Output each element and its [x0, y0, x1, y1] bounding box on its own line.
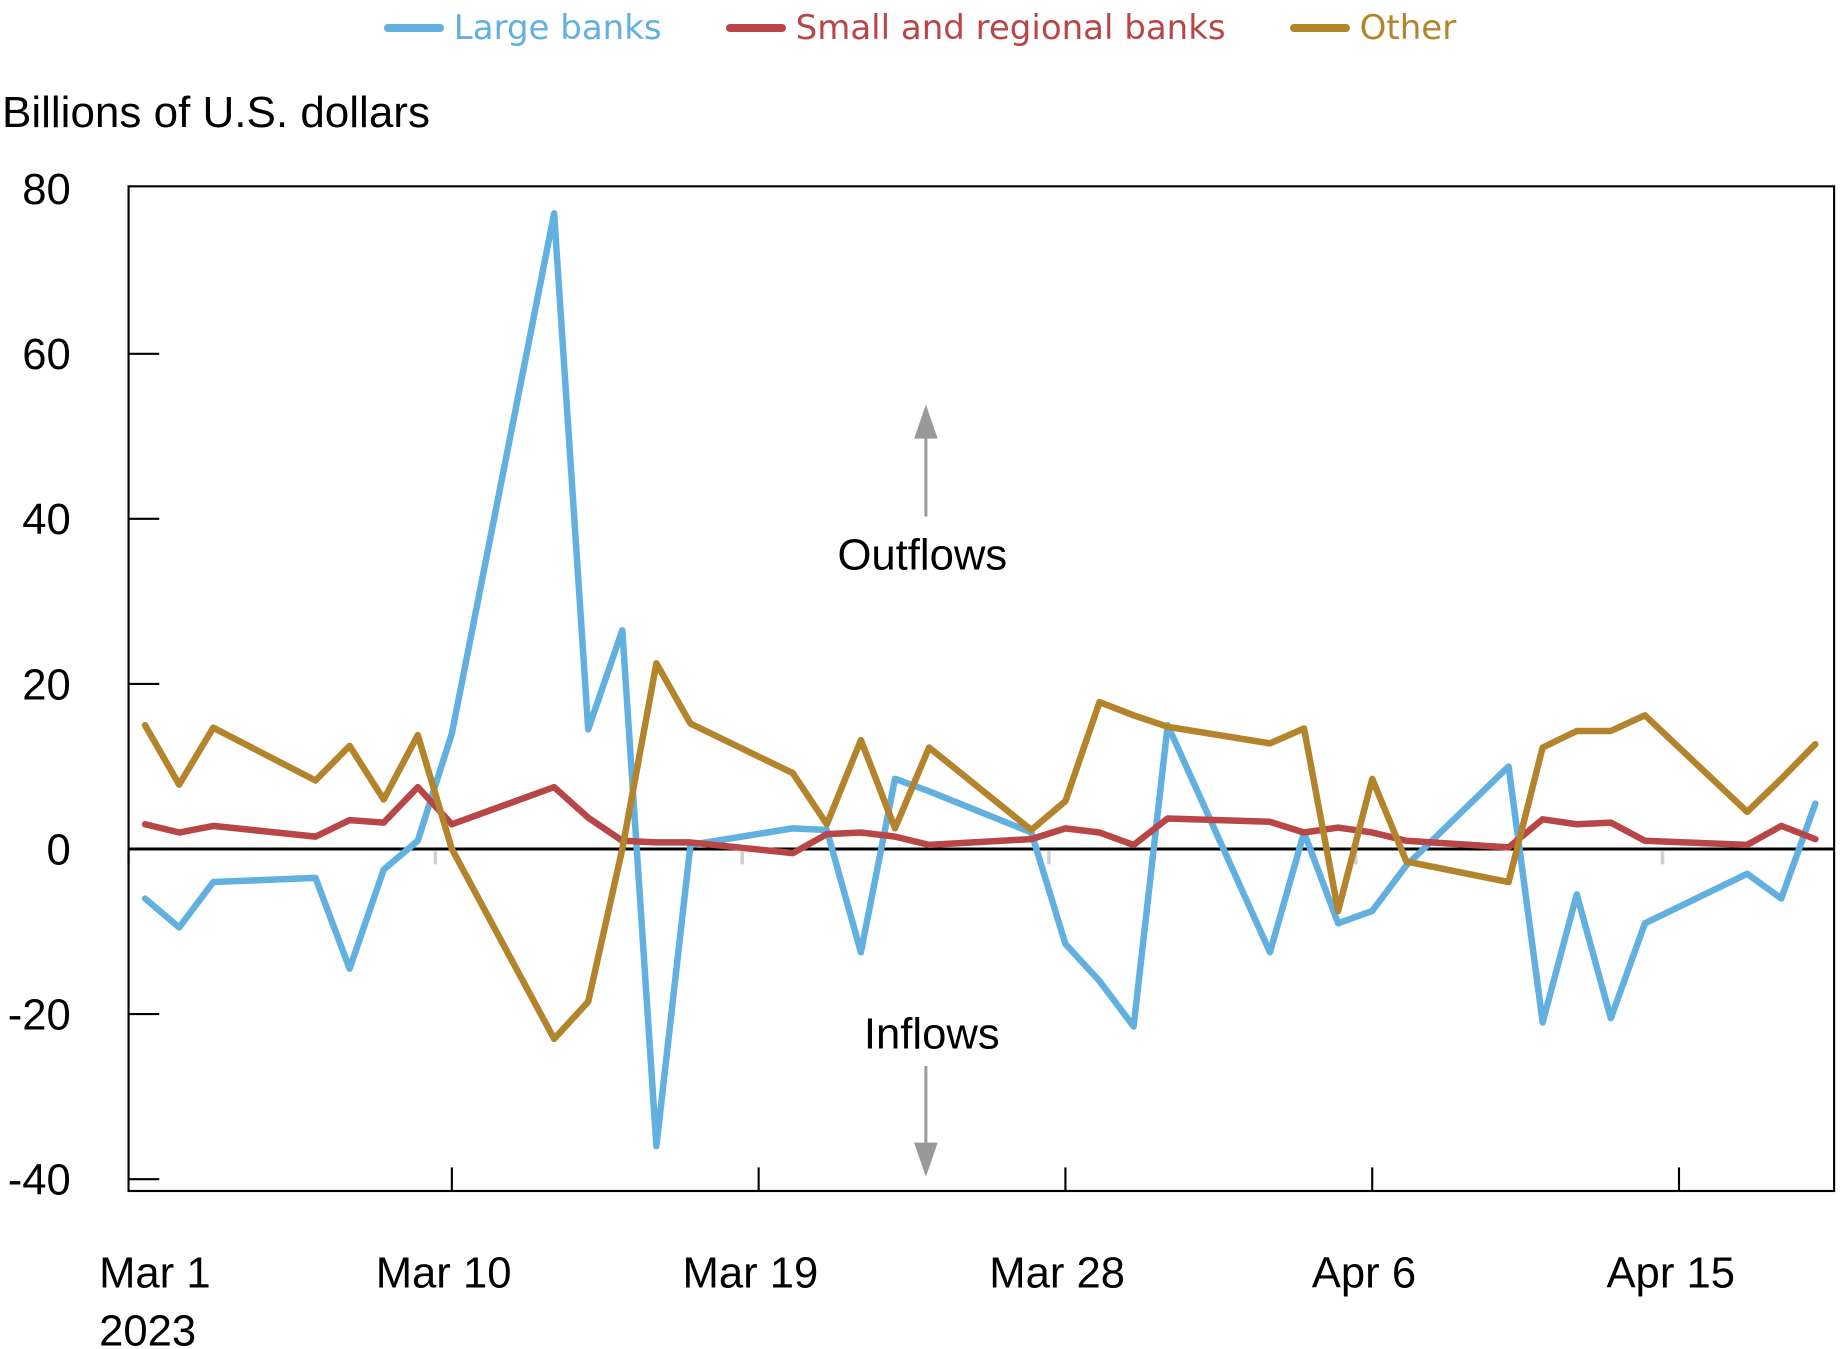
x-tick-label: Mar 10	[376, 1250, 512, 1298]
legend-label-small-regional-banks: Small and regional banks	[795, 8, 1226, 48]
inflows-annotation: Inflows	[864, 1010, 1000, 1177]
outflows-annotation: Outflows	[837, 404, 1007, 580]
legend-swatch-other	[1289, 24, 1350, 32]
legend-label-large-banks: Large banks	[453, 8, 662, 48]
x-tick-labels: Mar 1 2023 Mar 10 Mar 19 Mar 28 Apr 6 Apr 15	[99, 1250, 1735, 1349]
series-line-other	[141, 660, 1819, 1043]
y-tick-labels: -40 -20 0 20 40 60 80	[8, 166, 71, 1205]
y-tick-label: -20	[8, 991, 71, 1039]
y-tick-label: -40	[8, 1157, 71, 1205]
x-tick-label: Mar 28	[989, 1250, 1125, 1298]
series-line-small-and-regional-banks	[141, 783, 1819, 857]
legend-item-other: Other	[1289, 8, 1457, 48]
x-tick-label: Apr 15	[1606, 1250, 1735, 1298]
x-tick-sublabel: 2023	[99, 1307, 196, 1349]
series-lines	[141, 210, 1819, 1150]
x-tick-label: Apr 6	[1312, 1250, 1416, 1298]
down-arrow-icon	[914, 1142, 938, 1177]
legend-swatch-large-banks	[383, 24, 444, 32]
y-tick-label: 40	[22, 496, 71, 544]
up-arrow-icon	[914, 404, 938, 439]
y-axis-label: Billions of U.S. dollars	[2, 88, 430, 137]
y-ticks	[128, 352, 160, 1181]
x-tick-label: Mar 1	[99, 1250, 211, 1298]
legend-swatch-small-regional-banks	[725, 24, 786, 32]
plot-frame	[127, 185, 1836, 1193]
y-tick-label: 60	[22, 331, 71, 379]
chart-legend: Large banks Small and regional banks Oth…	[0, 2, 1840, 54]
inflows-label: Inflows	[864, 1010, 1000, 1058]
y-tick-label: 20	[22, 661, 71, 709]
x-tick-label: Mar 19	[682, 1250, 818, 1298]
y-tick-label: 0	[47, 826, 71, 874]
legend-label-other: Other	[1359, 8, 1457, 48]
y-tick-label: 80	[22, 166, 71, 214]
series-line-large-banks	[141, 210, 1819, 1150]
legend-item-large-banks: Large banks	[383, 8, 662, 48]
legend-item-small-regional-banks: Small and regional banks	[725, 8, 1226, 48]
outflows-label: Outflows	[837, 532, 1007, 580]
